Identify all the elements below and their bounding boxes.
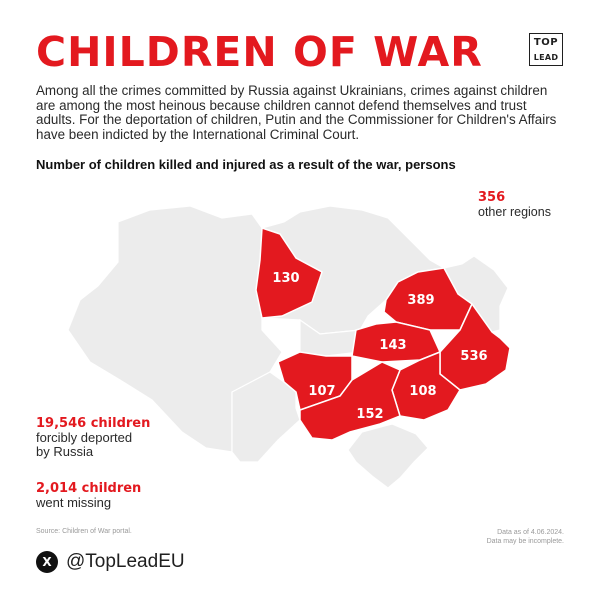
deported-value: 19,546 children xyxy=(36,416,151,431)
logo-bottom-text: LEAD xyxy=(533,53,559,62)
deported-label-line2: by Russia xyxy=(36,444,94,459)
other-regions-value: 356 xyxy=(478,190,506,205)
date-note: Data as of 4.06.2024. Data may be incomp… xyxy=(487,528,564,546)
missing-label: went missing xyxy=(36,495,112,510)
base-crimea xyxy=(347,423,429,489)
intro-paragraph: Among all the crimes committed by Russia… xyxy=(36,83,557,142)
page-title: CHILDREN OF WAR xyxy=(36,28,483,76)
logo-top-text: TOP xyxy=(533,37,559,48)
base-west xyxy=(67,205,283,453)
x-icon[interactable]: X xyxy=(36,551,58,573)
other-regions-stat: 356 other regions xyxy=(478,190,551,219)
region-value-mykolaiv: 107 xyxy=(308,384,335,399)
social-handle[interactable]: @TopLeadEU xyxy=(66,551,185,572)
date-note-line2: Data may be incomplete. xyxy=(486,538,564,545)
highlight-regions xyxy=(255,226,511,441)
region-value-kharkiv: 389 xyxy=(407,293,434,308)
region-value-kherson: 152 xyxy=(356,407,383,422)
region-labels: 130 389 143 536 107 108 152 xyxy=(272,271,487,422)
deported-stat: 19,546 children forcibly deported by Rus… xyxy=(36,416,150,459)
region-value-zaporizhzhia: 108 xyxy=(409,384,436,399)
region-kherson xyxy=(299,361,401,441)
toplead-logo: TOP LEAD xyxy=(529,33,563,66)
source-note: Source: Children of War portal. xyxy=(36,528,132,535)
missing-stat: 2,014 children went missing xyxy=(36,481,141,510)
region-value-donetsk: 536 xyxy=(460,349,487,364)
map-subtitle: Number of children killed and injured as… xyxy=(36,157,456,172)
other-regions-label: other regions xyxy=(478,205,551,219)
region-value-kyiv: 130 xyxy=(272,271,299,286)
region-kyiv xyxy=(255,226,323,319)
date-note-line1: Data as of 4.06.2024. xyxy=(497,529,564,536)
deported-label-line1: forcibly deported xyxy=(36,430,133,445)
region-value-dnipropetrovsk: 143 xyxy=(379,338,406,353)
missing-value: 2,014 children xyxy=(36,481,142,496)
base-map xyxy=(67,205,509,489)
